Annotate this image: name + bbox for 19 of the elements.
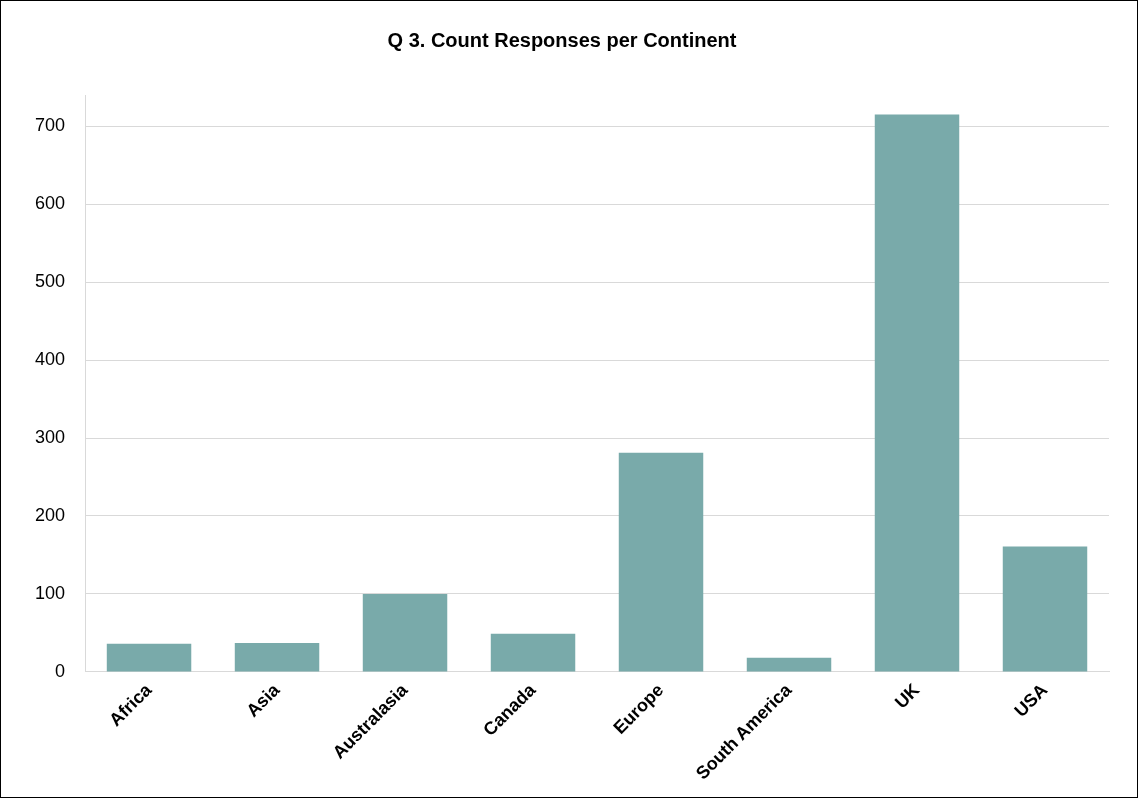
y-tick-label: 300 — [34, 426, 66, 447]
y-tick-label: 600 — [34, 193, 66, 214]
bar — [618, 452, 704, 672]
y-tick-label: 700 — [34, 115, 66, 136]
chart-title: Q 3. Count Responses per Continent — [387, 28, 737, 51]
bar — [234, 643, 320, 672]
bar — [490, 633, 576, 672]
y-tick-label: 400 — [34, 349, 66, 370]
bar — [362, 593, 448, 672]
bar — [874, 114, 960, 672]
y-tick-label: 200 — [34, 504, 66, 525]
bar — [1002, 546, 1088, 672]
x-tick-label: USA — [1010, 679, 1052, 721]
x-tick-label: UK — [890, 679, 924, 713]
bar — [746, 657, 832, 672]
y-tick-label: 100 — [34, 582, 66, 603]
y-tick-label: 0 — [55, 660, 66, 681]
y-tick-label: 500 — [34, 271, 66, 292]
bar — [106, 643, 192, 672]
